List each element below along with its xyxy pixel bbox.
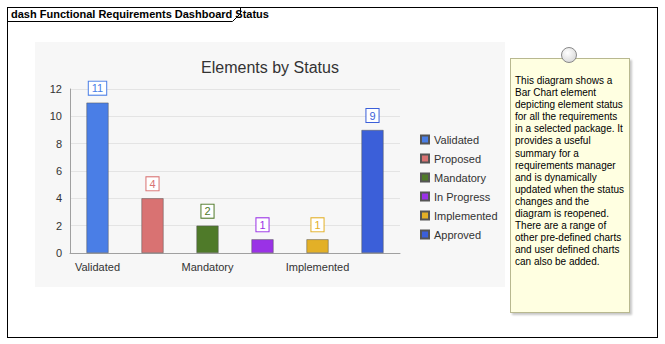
svg-text:4: 4 — [149, 178, 155, 190]
svg-text:Elements by Status: Elements by Status — [201, 59, 339, 76]
svg-text:Validated: Validated — [75, 261, 120, 273]
svg-text:dash Functional Requirements D: dash Functional Requirements Dashboard S… — [11, 8, 269, 20]
svg-text:4: 4 — [56, 192, 62, 204]
svg-text:1: 1 — [314, 219, 320, 231]
svg-text:Mandatory: Mandatory — [434, 172, 486, 184]
svg-text:8: 8 — [56, 138, 62, 150]
svg-text:Implemented: Implemented — [286, 261, 350, 273]
svg-text:2: 2 — [56, 220, 62, 232]
svg-text:Approved: Approved — [434, 229, 481, 241]
svg-text:12: 12 — [50, 83, 62, 95]
svg-text:Validated: Validated — [434, 134, 479, 146]
svg-text:2: 2 — [204, 205, 210, 217]
svg-text:11: 11 — [92, 82, 103, 94]
svg-text:Implemented: Implemented — [434, 210, 498, 222]
svg-text:Proposed: Proposed — [434, 153, 481, 165]
svg-text:Mandatory: Mandatory — [182, 261, 234, 273]
svg-text:0: 0 — [56, 247, 62, 259]
html-text:This diagram shows a Bar Chart: This diagram shows a Bar Chart element d… — [515, 75, 624, 268]
svg-text:10: 10 — [50, 110, 62, 122]
svg-text:6: 6 — [56, 165, 62, 177]
svg-text:1: 1 — [259, 219, 265, 231]
svg-text:In Progress: In Progress — [434, 191, 491, 203]
svg-text:9: 9 — [369, 110, 375, 122]
